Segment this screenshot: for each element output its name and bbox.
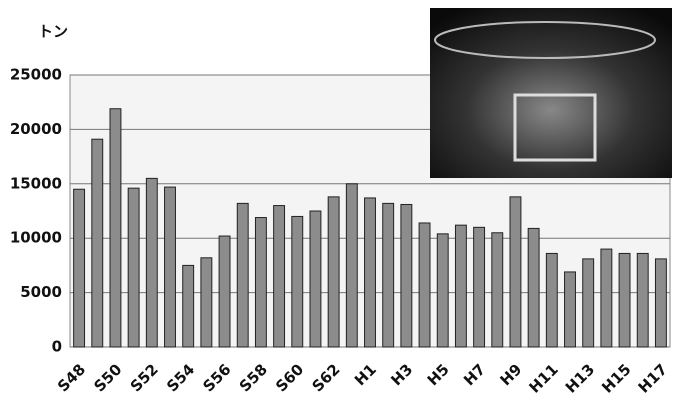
y-tick-label: 0 <box>52 338 62 356</box>
bar <box>365 198 376 347</box>
bar <box>546 253 557 347</box>
x-tick-label: H17 <box>635 360 671 396</box>
bar <box>346 184 357 347</box>
x-tick-label: S48 <box>54 360 89 395</box>
page: トン 0 5000 10000 15000 20000 25000 S48S50S52S54… <box>0 0 674 407</box>
bar <box>455 225 466 347</box>
bar <box>565 272 576 347</box>
bar <box>601 249 612 347</box>
x-tick-label: H9 <box>496 360 525 389</box>
x-tick-label: S58 <box>236 360 271 395</box>
x-tick-label: H15 <box>598 360 634 396</box>
y-axis-label: トン <box>38 23 68 41</box>
bar <box>110 109 121 347</box>
x-tick-label: S54 <box>163 360 198 395</box>
y-tick-label: 5000 <box>20 283 62 301</box>
bar <box>583 259 594 347</box>
chart: トン 0 5000 10000 15000 20000 25000 S48S50S52S54… <box>0 0 674 407</box>
bar <box>128 188 139 347</box>
bar <box>655 259 666 347</box>
bar <box>328 197 339 347</box>
x-tick-label: S50 <box>90 360 125 395</box>
bar <box>146 178 157 347</box>
bar <box>183 265 194 347</box>
bar <box>510 197 521 347</box>
bar <box>419 223 430 347</box>
x-tick-label: S60 <box>272 360 307 395</box>
bar <box>219 236 230 347</box>
x-tick-label: H5 <box>424 360 453 389</box>
bar <box>255 218 266 347</box>
x-tick-label: H11 <box>525 360 561 396</box>
photo <box>430 8 672 178</box>
x-tick-label: S62 <box>309 360 344 395</box>
bar <box>201 258 212 347</box>
bar <box>401 204 412 347</box>
bar <box>92 139 103 347</box>
bar <box>528 228 539 347</box>
bar <box>237 203 248 347</box>
bar <box>619 253 630 347</box>
x-tick-label: S56 <box>199 360 234 395</box>
bar <box>292 216 303 347</box>
y-tick-label: 10000 <box>10 229 62 247</box>
photo-inset <box>430 8 672 178</box>
bar <box>274 206 285 347</box>
bar <box>165 187 176 347</box>
bar <box>437 234 448 347</box>
bar <box>310 211 321 347</box>
y-tick-label: 15000 <box>10 174 62 192</box>
bar <box>637 253 648 347</box>
x-tick-label: H1 <box>351 360 380 389</box>
bar <box>474 227 485 347</box>
bar <box>74 189 85 347</box>
x-tick-label: H3 <box>387 360 416 389</box>
bar <box>383 203 394 347</box>
x-tick-label: H7 <box>460 360 489 389</box>
x-tick-label: H13 <box>562 360 598 396</box>
bar <box>492 233 503 347</box>
y-tick-label: 25000 <box>10 66 62 84</box>
x-tick-label: S52 <box>127 360 162 395</box>
y-tick-label: 20000 <box>10 120 62 138</box>
